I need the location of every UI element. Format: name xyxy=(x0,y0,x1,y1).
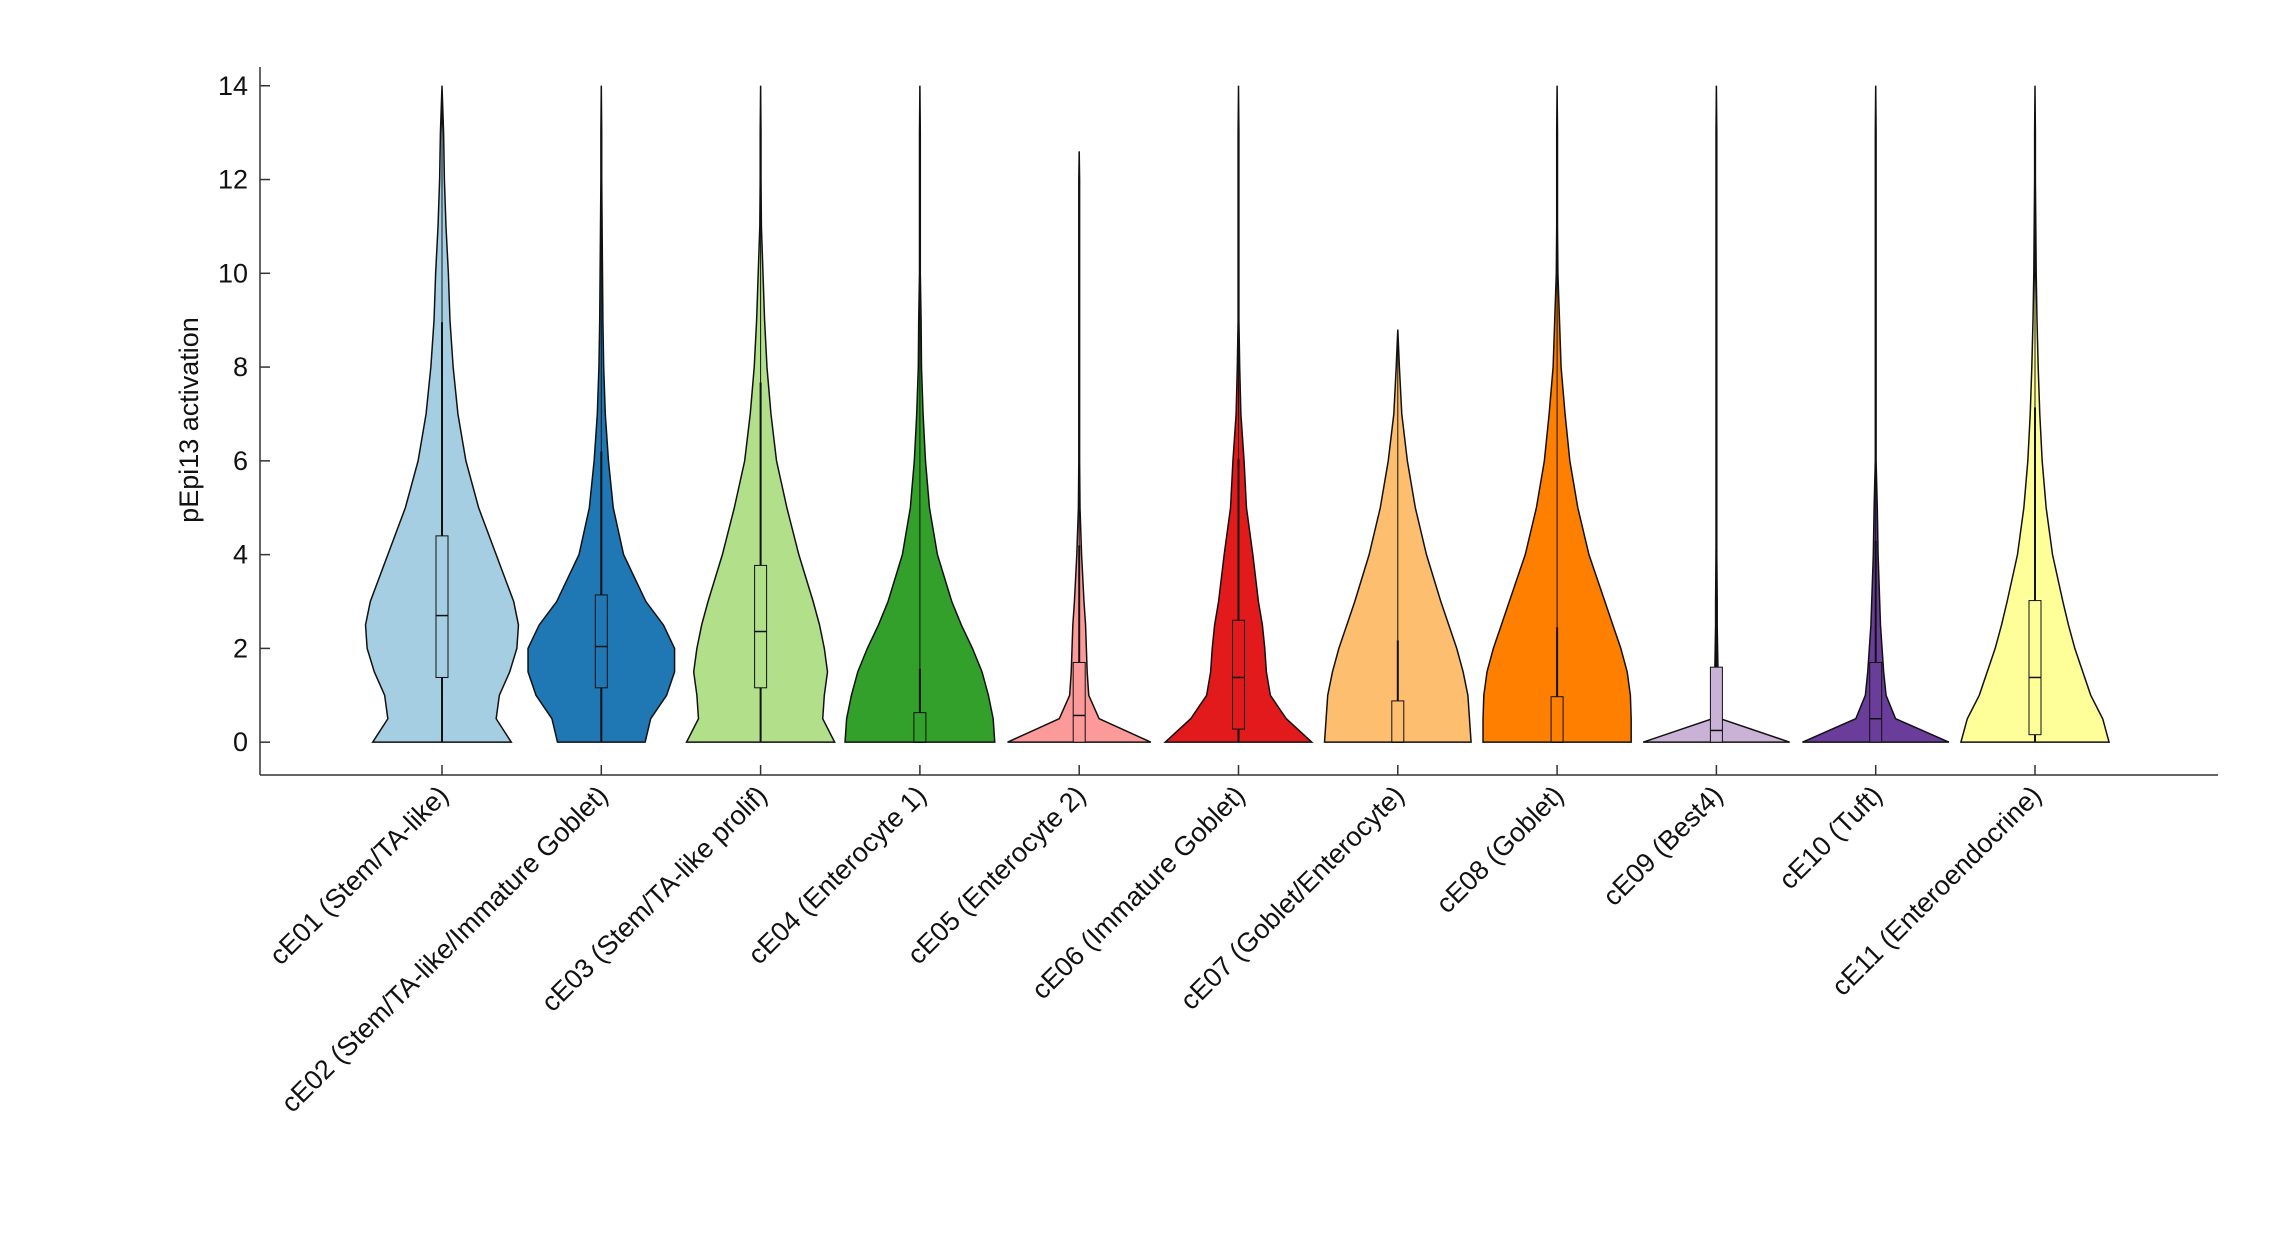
x-tick-label: cE10 (Tuft) xyxy=(1773,780,1888,895)
box xyxy=(1072,661,1086,743)
box xyxy=(594,594,608,689)
box xyxy=(913,712,927,743)
y-tick-label: 14 xyxy=(218,71,248,101)
y-axis-label: pEpi13 activation xyxy=(174,317,204,523)
box xyxy=(1869,661,1883,743)
y-tick-label: 8 xyxy=(233,352,248,382)
y-tick-label: 2 xyxy=(233,633,248,663)
x-tick-label: cE02 (Stem/TA-like/Immature Goblet) xyxy=(275,780,613,1118)
y-tick-label: 10 xyxy=(218,258,248,288)
x-tick-label: cE09 (Best4) xyxy=(1597,780,1729,912)
box xyxy=(1391,700,1405,743)
box xyxy=(2028,600,2042,736)
x-tick-label: cE08 (Goblet) xyxy=(1430,780,1569,919)
y-tick-label: 12 xyxy=(218,165,248,195)
box xyxy=(435,535,449,678)
x-tick-label: cE05 (Enterocyte 2) xyxy=(901,780,1091,970)
y-tick-label: 0 xyxy=(233,727,248,757)
x-tick-label: cE01 (Stem/TA-like) xyxy=(264,780,455,971)
y-tick-label: 6 xyxy=(233,446,248,476)
y-tick-label: 4 xyxy=(233,540,248,570)
box xyxy=(1232,619,1245,730)
box xyxy=(1550,696,1564,743)
box xyxy=(1709,666,1723,743)
box xyxy=(754,564,768,689)
x-tick-label: cE04 (Enterocyte 1) xyxy=(742,780,932,970)
